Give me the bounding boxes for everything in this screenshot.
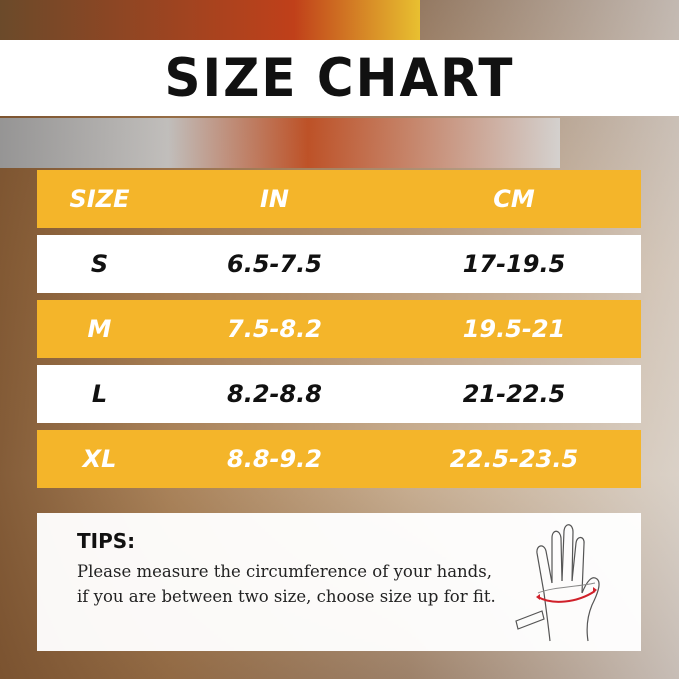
- background-tool: [0, 0, 420, 40]
- header-cm: CM: [493, 185, 535, 213]
- header-in: IN: [259, 185, 289, 213]
- size-table: SIZE IN CM S 6.5-7.5 17-19.5 M 7.5-8.2 1…: [37, 170, 641, 495]
- cell-in: 7.5-8.2: [227, 315, 322, 343]
- hand-measurement-icon: [515, 524, 600, 642]
- cell-size: XL: [82, 445, 117, 473]
- cell-size: M: [87, 315, 112, 343]
- cell-cm: 17-19.5: [462, 250, 566, 278]
- tips-box: TIPS: Please measure the circumference o…: [37, 513, 641, 651]
- title-banner: SIZE CHART: [0, 40, 679, 116]
- table-row: L 8.2-8.8 21-22.5: [37, 365, 641, 423]
- cell-size: L: [91, 380, 108, 408]
- table-row: S 6.5-7.5 17-19.5: [37, 235, 641, 293]
- header-size: SIZE: [69, 185, 130, 213]
- cell-in: 8.8-9.2: [227, 445, 322, 473]
- page-title: SIZE CHART: [164, 47, 515, 109]
- cell-in: 8.2-8.8: [227, 380, 322, 408]
- table-header: SIZE IN CM: [37, 170, 641, 228]
- cell-cm: 21-22.5: [462, 380, 566, 408]
- cell-cm: 19.5-21: [462, 315, 566, 343]
- cell-size: S: [90, 250, 109, 278]
- tips-heading: TIPS:: [77, 529, 136, 553]
- cell-cm: 22.5-23.5: [449, 445, 579, 473]
- table-row: M 7.5-8.2 19.5-21: [37, 300, 641, 358]
- table-row: XL 8.8-9.2 22.5-23.5: [37, 430, 641, 488]
- cell-in: 6.5-7.5: [227, 250, 322, 278]
- background-tool: [0, 118, 560, 168]
- tips-text: Please measure the circumference of your…: [77, 562, 496, 606]
